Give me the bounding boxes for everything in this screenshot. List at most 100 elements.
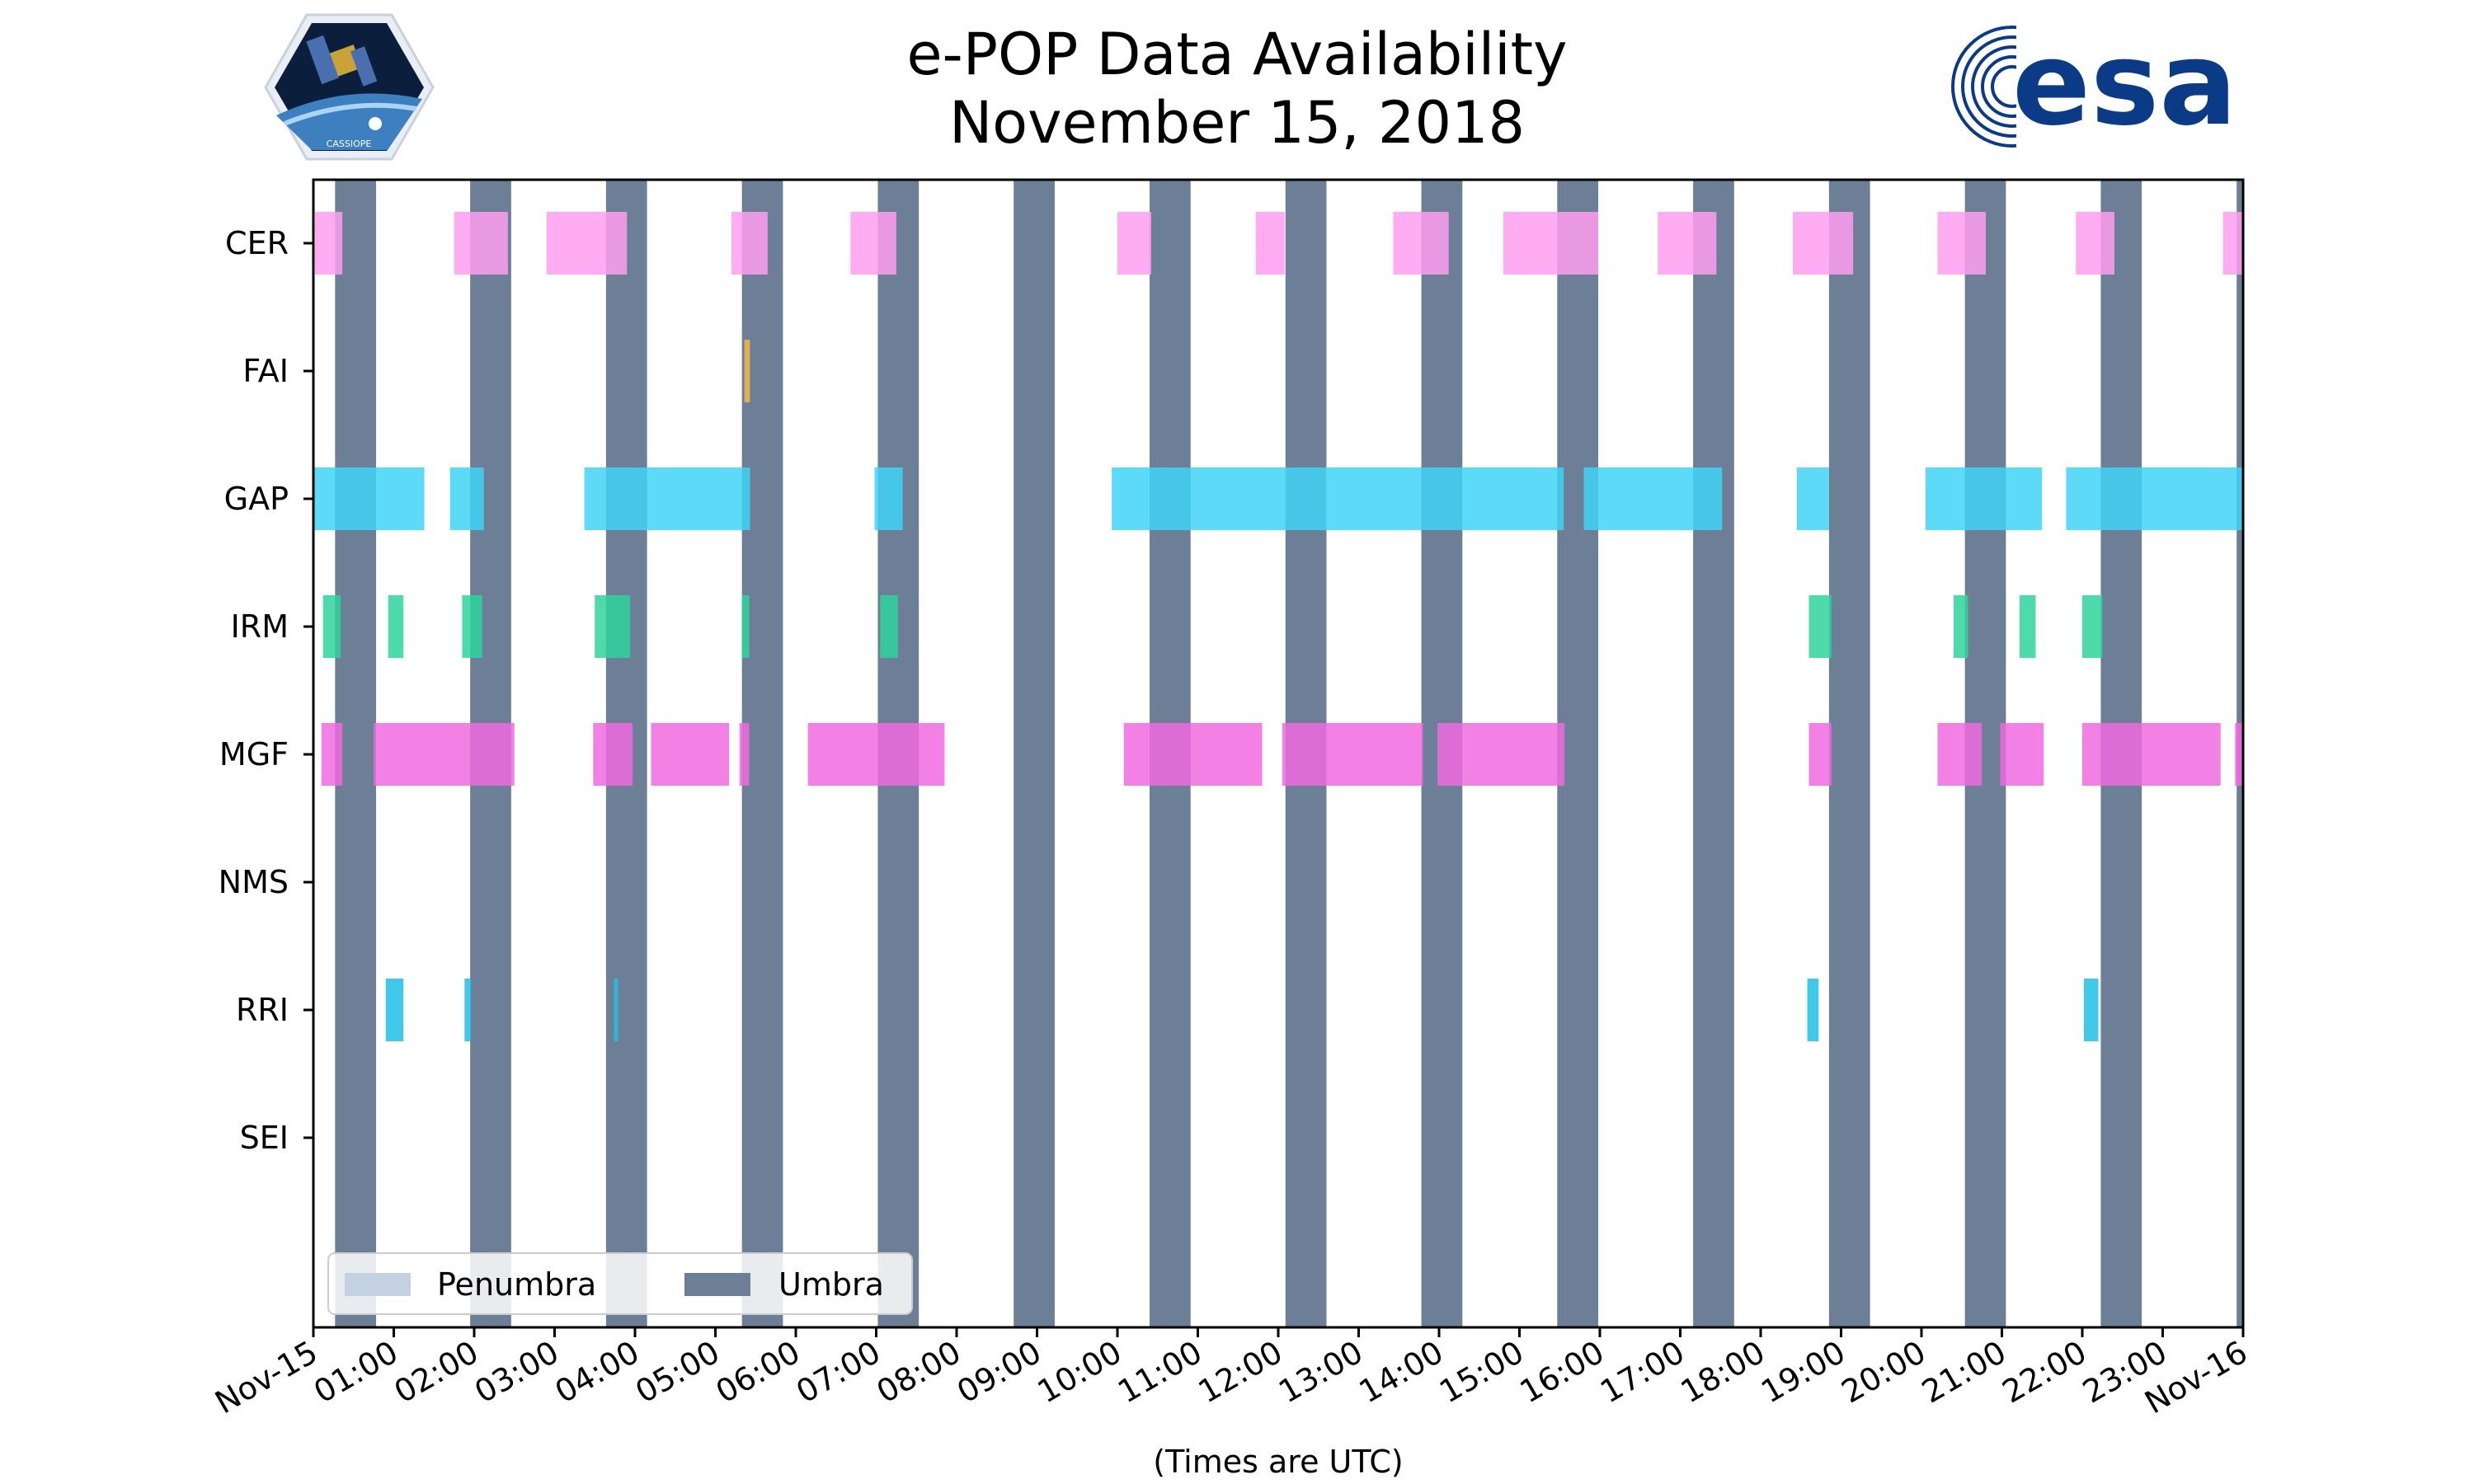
legend: Penumbra Umbra: [327, 1252, 913, 1315]
bar-mgf: [2000, 723, 2044, 786]
bar-gap: [1112, 467, 1564, 530]
x-tick-label: 15:00: [1433, 1334, 1530, 1411]
bar-irm: [880, 595, 898, 658]
x-tick-label: 17:00: [1594, 1334, 1691, 1411]
x-tick-label: 21:00: [1916, 1334, 2012, 1411]
bar-irm: [462, 595, 482, 658]
bar-mgf: [651, 723, 730, 786]
x-tick-label: 16:00: [1514, 1334, 1611, 1411]
x-tick-label: 20:00: [1836, 1334, 1932, 1411]
y-axis: CER FAI GAP IRM MGF NMS RRI SEI: [219, 225, 313, 1156]
umbra-bands: [335, 180, 2243, 1327]
bar-irm: [2019, 595, 2036, 658]
bar-rri: [1807, 979, 1819, 1041]
y-tick-label-sei: SEI: [240, 1120, 289, 1156]
chart-title-line1: e-POP Data Availability: [906, 21, 1567, 88]
bar-gap: [1583, 467, 1723, 530]
x-tick-label: 09:00: [951, 1334, 1047, 1411]
bar-gap: [584, 467, 750, 530]
bar-rri: [385, 979, 404, 1041]
bar-mgf: [1808, 723, 1832, 786]
x-axis: Nov-1501:0002:0003:0004:0005:0006:0007:0…: [209, 1327, 2254, 1421]
bar-cer: [546, 212, 628, 275]
bar-mgf: [2235, 723, 2243, 786]
x-tick-label: 08:00: [871, 1334, 967, 1411]
bar-mgf: [1123, 723, 1263, 786]
bar-irm: [2082, 595, 2103, 658]
cassiope-logo: CASSIOPE: [264, 13, 435, 161]
bar-mgf: [1282, 723, 1423, 786]
bar-rri: [614, 979, 618, 1041]
bar-fai: [744, 340, 750, 402]
bar-irm: [322, 595, 341, 658]
y-tick-label-gap: GAP: [224, 481, 289, 517]
cassiope-logo-text: CASSIOPE: [327, 139, 372, 149]
esa-logo: esa: [1951, 17, 2237, 153]
bar-mgf: [1437, 723, 1565, 786]
bar-mgf: [807, 723, 945, 786]
legend-label-penumbra: Penumbra: [437, 1266, 596, 1303]
bar-irm: [388, 595, 404, 658]
bar-rri: [464, 979, 472, 1041]
y-tick-label-nms: NMS: [219, 864, 289, 900]
x-tick-label: 07:00: [790, 1334, 887, 1411]
bar-mgf: [374, 723, 515, 786]
y-tick-label-cer: CER: [225, 225, 289, 261]
bar-cer: [1658, 212, 1717, 275]
bar-cer: [314, 212, 343, 275]
x-tick-label: Nov-15: [209, 1334, 323, 1421]
bar-cer: [850, 212, 896, 275]
esa-logo-text: esa: [2012, 17, 2237, 152]
bar-gap: [2066, 467, 2243, 530]
x-tick-label: 05:00: [629, 1334, 726, 1411]
bar-gap: [449, 467, 484, 530]
legend-label-umbra: Umbra: [778, 1266, 884, 1303]
bar-cer: [2076, 212, 2114, 275]
x-tick-label: 11:00: [1112, 1334, 1208, 1411]
x-tick-label: 04:00: [549, 1334, 646, 1411]
bar-gap: [1925, 467, 2043, 530]
x-tick-label: 01:00: [308, 1334, 404, 1411]
umbra-band: [1828, 180, 1870, 1327]
y-tick-label-mgf: MGF: [219, 736, 289, 773]
x-tick-label: 22:00: [1997, 1334, 2093, 1411]
x-tick-label: 12:00: [1192, 1334, 1289, 1411]
legend-swatch-penumbra: [345, 1273, 411, 1296]
x-tick-label: 02:00: [388, 1334, 485, 1411]
bar-cer: [1937, 212, 1986, 275]
bar-irm: [1954, 595, 1968, 658]
bar-cer: [1793, 212, 1854, 275]
bar-cer: [1393, 212, 1449, 275]
x-tick-label: 14:00: [1353, 1334, 1450, 1411]
bar-mgf: [321, 723, 343, 786]
umbra-band: [1014, 180, 1055, 1327]
umbra-band: [1693, 180, 1734, 1327]
bar-cer: [1117, 212, 1151, 275]
x-tick-label: 10:00: [1032, 1334, 1128, 1411]
x-tick-label: 13:00: [1272, 1334, 1369, 1411]
bar-rri: [2083, 979, 2099, 1041]
bar-mgf: [739, 723, 750, 786]
x-axis-title: (Times are UTC): [1153, 1444, 1403, 1480]
bar-mgf: [593, 723, 633, 786]
bar-cer: [731, 212, 768, 275]
x-tick-label: 19:00: [1755, 1334, 1851, 1411]
legend-box: [327, 1252, 913, 1315]
bar-cer: [2222, 212, 2243, 275]
bar-irm: [741, 595, 750, 658]
x-tick-label: 18:00: [1675, 1334, 1771, 1411]
bar-cer: [454, 212, 508, 275]
x-tick-label: 03:00: [468, 1334, 565, 1411]
bar-gap: [874, 467, 903, 530]
bar-mgf: [1937, 723, 1982, 786]
y-tick-label-rri: RRI: [236, 992, 289, 1028]
x-tick-label: 06:00: [710, 1334, 807, 1411]
chart-title-line2: November 15, 2018: [949, 89, 1525, 157]
bar-gap: [313, 467, 425, 530]
y-tick-label-irm: IRM: [231, 608, 289, 645]
legend-swatch-umbra: [684, 1273, 750, 1296]
bar-cer: [1255, 212, 1285, 275]
bar-gap: [1796, 467, 1829, 530]
instrument-bars: [313, 212, 2243, 1041]
